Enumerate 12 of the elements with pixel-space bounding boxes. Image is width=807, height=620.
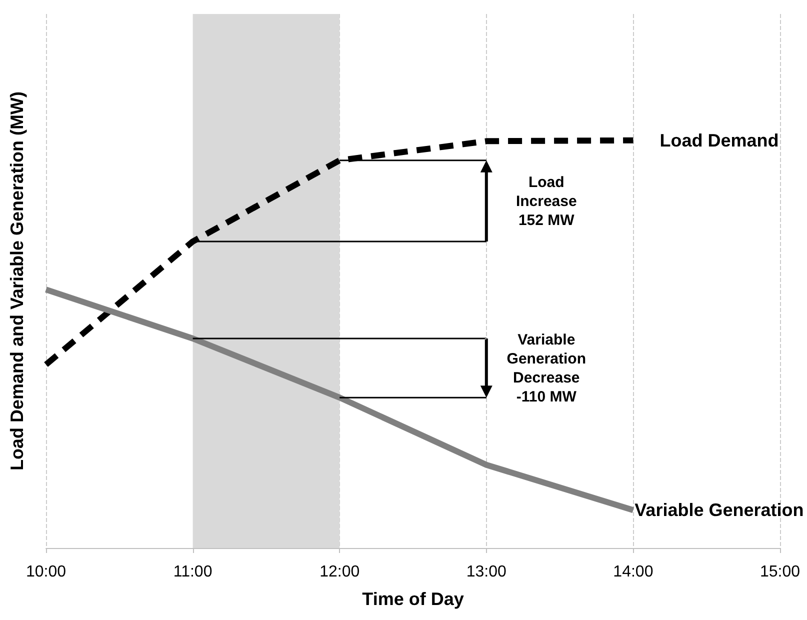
- series-label: Load Demand: [660, 130, 779, 150]
- x-tick-label: 10:00: [26, 564, 66, 580]
- x-tick-label: 14:00: [613, 564, 654, 580]
- y-axis-title: Load Demand and Variable Generation (MW): [7, 91, 27, 471]
- x-tick-label: 15:00: [760, 564, 800, 580]
- x-axis-title: Time of Day: [362, 589, 464, 609]
- x-tick-label: 11:00: [173, 564, 212, 580]
- annotation: Load Increase 152 MW: [516, 174, 577, 229]
- annotation: Variable Generation Decrease -110 MW: [506, 332, 586, 406]
- x-tick-label: 13:00: [466, 564, 507, 580]
- series-label: Variable Generation: [634, 500, 804, 520]
- x-tick-label: 12:00: [320, 564, 360, 580]
